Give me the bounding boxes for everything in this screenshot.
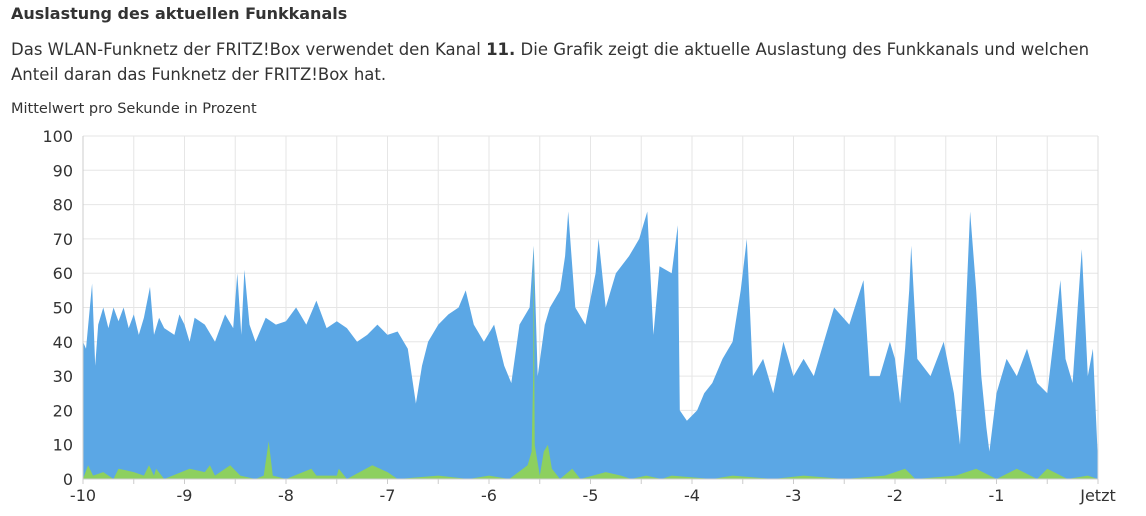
description-text: Das WLAN-Funknetz der FRITZ!Box verwende…: [11, 40, 487, 59]
y-tick-label: 60: [53, 264, 73, 283]
y-tick-label: 10: [53, 436, 73, 455]
x-tick-label: -6: [481, 486, 497, 505]
y-tick-label: 70: [53, 230, 73, 249]
x-tick-label: -8: [278, 486, 294, 505]
y-tick-label: 30: [53, 367, 73, 386]
x-tick-label: -3: [786, 486, 802, 505]
x-tick-label: -7: [380, 486, 396, 505]
x-tick-label: -5: [583, 486, 599, 505]
section-title: Auslastung des aktuellen Funkkanals: [11, 4, 348, 23]
y-tick-label: 0: [63, 470, 73, 489]
x-tick-label: -1: [989, 486, 1005, 505]
x-tick-label: -2: [887, 486, 903, 505]
x-tick-label: Jetzt: [1079, 486, 1116, 505]
description: Das WLAN-Funknetz der FRITZ!Box verwende…: [11, 37, 1141, 87]
x-tick-label: -9: [177, 486, 193, 505]
channel-load-area: [83, 211, 1098, 479]
y-axis-label: Mittelwert pro Sekunde in Prozent: [11, 101, 257, 117]
description-text-end: Die Grafik zeigt die aktuelle Auslastung…: [11, 40, 1090, 84]
y-tick-label: 90: [53, 161, 73, 180]
y-tick-label: 40: [53, 333, 73, 352]
channel-number: 11.: [486, 40, 516, 59]
x-tick-label: -4: [684, 486, 700, 505]
y-tick-label: 100: [42, 127, 73, 146]
y-tick-label: 20: [53, 401, 73, 420]
y-tick-label: 50: [53, 299, 73, 318]
x-tick-label: -10: [70, 486, 96, 505]
y-tick-label: 80: [53, 196, 73, 215]
